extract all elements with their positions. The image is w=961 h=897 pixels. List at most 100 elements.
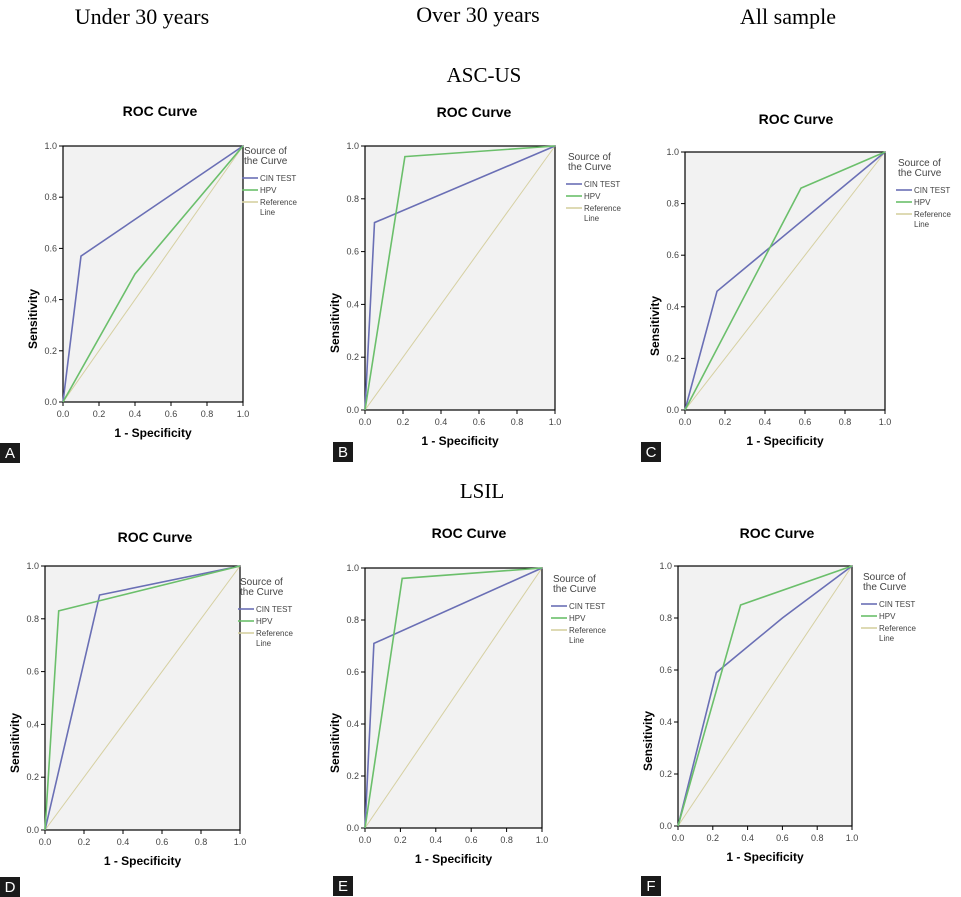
y-tick-label-c: 0.4: [666, 302, 679, 312]
x-tick-label-a: 0.2: [93, 409, 106, 419]
y-axis-label-a: Sensitivity: [26, 289, 40, 349]
legend-entry-hpv-e: HPV: [569, 614, 586, 623]
legend-entry-hpv-f: HPV: [879, 612, 896, 621]
series-line-hpv-d: [44, 565, 241, 831]
x-tick-label-c: 1.0: [879, 417, 892, 427]
panel-letter-e: E: [338, 878, 348, 895]
legend-entry-cin-test-a: CIN TEST: [260, 174, 296, 183]
legend-entry-reference-line-a: Line: [260, 208, 276, 217]
y-tick-label-c: 0.0: [666, 405, 679, 415]
series-line-cin-test-e: [364, 567, 543, 829]
panel-letter-badge-c: [641, 442, 661, 462]
x-axis-label-f: 1 - Specificity: [726, 850, 804, 864]
y-tick-label-a: 1.0: [44, 141, 57, 151]
legend-title-f: the Curve: [863, 582, 907, 593]
y-tick-label-e: 0.0: [346, 823, 359, 833]
series-line-cin-test-b: [364, 145, 556, 411]
x-tick-label-b: 1.0: [549, 417, 562, 427]
legend-entry-cin-test-f: CIN TEST: [879, 600, 915, 609]
y-tick-label-b: 0.8: [346, 194, 359, 204]
x-tick-label-e: 0.8: [500, 835, 513, 845]
series-line-reference-line-e: [364, 567, 543, 829]
legend-title-a: Source of: [244, 146, 287, 157]
legend-title-e: the Curve: [553, 584, 597, 595]
x-tick-label-e: 0.2: [394, 835, 407, 845]
x-tick-label-d: 1.0: [234, 837, 247, 847]
legend-entry-reference-line-e: Line: [569, 636, 585, 645]
y-tick-label-f: 1.0: [659, 561, 672, 571]
legend-title-e: Source of: [553, 574, 596, 585]
x-tick-label-b: 0.4: [435, 417, 448, 427]
roc-panel-d: ROC Curve 0.0 0.2 0.4 0.6 0.8 1.0 0.0 0.2 0.4 0.6 0…: [0, 529, 293, 897]
roc-panel-f: ROC Curve 0.0 0.2 0.4 0.6 0.8 1.0 0.0 0.2 0.4 0.6 0…: [641, 525, 916, 896]
x-tick-label-a: 0.6: [165, 409, 178, 419]
x-axis-label-c: 1 - Specificity: [746, 434, 824, 448]
legend-title-c: Source of: [898, 158, 941, 169]
row-header-asc-us: ASC-US: [447, 63, 522, 87]
legend-title-b: Source of: [568, 152, 611, 163]
y-tick-label-d: 0.4: [26, 719, 39, 729]
legend-title-d: the Curve: [240, 587, 284, 598]
x-tick-label-d: 0.8: [195, 837, 208, 847]
x-tick-label-b: 0.0: [359, 417, 372, 427]
column-header-under-30: Under 30 years: [75, 4, 209, 29]
legend-entry-reference-line-e: Reference: [569, 626, 606, 635]
legend-title-c: the Curve: [898, 168, 942, 179]
chart-title-a: ROC Curve: [123, 103, 198, 119]
y-tick-label-f: 0.2: [659, 769, 672, 779]
series-line-reference-line-a: [62, 145, 244, 403]
x-axis-label-e: 1 - Specificity: [415, 852, 493, 866]
x-axis-label-d: 1 - Specificity: [104, 854, 182, 868]
legend-title-f: Source of: [863, 572, 906, 583]
y-tick-label-b: 0.0: [346, 405, 359, 415]
y-tick-label-f: 0.0: [659, 821, 672, 831]
x-tick-label-d: 0.4: [117, 837, 130, 847]
y-tick-label-f: 0.8: [659, 613, 672, 623]
legend-entry-hpv-c: HPV: [914, 198, 931, 207]
x-tick-label-e: 1.0: [536, 835, 549, 845]
column-header-all-sample: All sample: [740, 4, 836, 29]
y-tick-label-c: 0.2: [666, 353, 679, 363]
panel-letter-badge-a: [0, 443, 20, 463]
legend-entry-reference-line-f: Reference: [879, 624, 916, 633]
y-axis-label-c: Sensitivity: [648, 296, 662, 356]
x-tick-label-c: 0.2: [719, 417, 732, 427]
panel-letter-badge-d: [0, 877, 20, 897]
x-axis-label-b: 1 - Specificity: [421, 434, 499, 448]
panel-letter-c: C: [646, 444, 657, 461]
legend-entry-reference-line-b: Line: [584, 214, 600, 223]
y-axis-label-f: Sensitivity: [641, 711, 655, 771]
x-tick-label-f: 1.0: [846, 833, 859, 843]
series-line-hpv-c: [684, 151, 886, 411]
y-tick-label-b: 0.2: [346, 352, 359, 362]
y-tick-label-c: 1.0: [666, 147, 679, 157]
chart-title-e: ROC Curve: [432, 525, 507, 541]
column-header-over-30: Over 30 years: [416, 2, 539, 27]
legend-entry-hpv-d: HPV: [256, 617, 273, 626]
x-axis-label-a: 1 - Specificity: [114, 426, 192, 440]
y-tick-label-a: 0.0: [44, 397, 57, 407]
x-tick-label-c: 0.8: [839, 417, 852, 427]
series-line-cin-test-f: [677, 565, 853, 827]
panel-letter-a: A: [5, 445, 15, 462]
y-tick-label-d: 0.2: [26, 772, 39, 782]
legend-entry-reference-line-c: Reference: [914, 210, 951, 219]
legend-title-a: the Curve: [244, 156, 288, 167]
legend-entry-reference-line-b: Reference: [584, 204, 621, 213]
series-line-reference-line-d: [44, 565, 241, 831]
series-line-reference-line-c: [684, 151, 886, 411]
y-tick-label-b: 1.0: [346, 141, 359, 151]
y-tick-label-b: 0.6: [346, 247, 359, 257]
legend-entry-cin-test-c: CIN TEST: [914, 186, 950, 195]
y-tick-label-a: 0.8: [44, 192, 57, 202]
x-tick-label-e: 0.0: [359, 835, 372, 845]
x-tick-label-c: 0.0: [679, 417, 692, 427]
x-tick-label-f: 0.0: [672, 833, 685, 843]
legend-entry-reference-line-a: Reference: [260, 198, 297, 207]
x-tick-label-a: 1.0: [237, 409, 250, 419]
x-tick-label-f: 0.4: [741, 833, 754, 843]
x-tick-label-f: 0.6: [776, 833, 789, 843]
